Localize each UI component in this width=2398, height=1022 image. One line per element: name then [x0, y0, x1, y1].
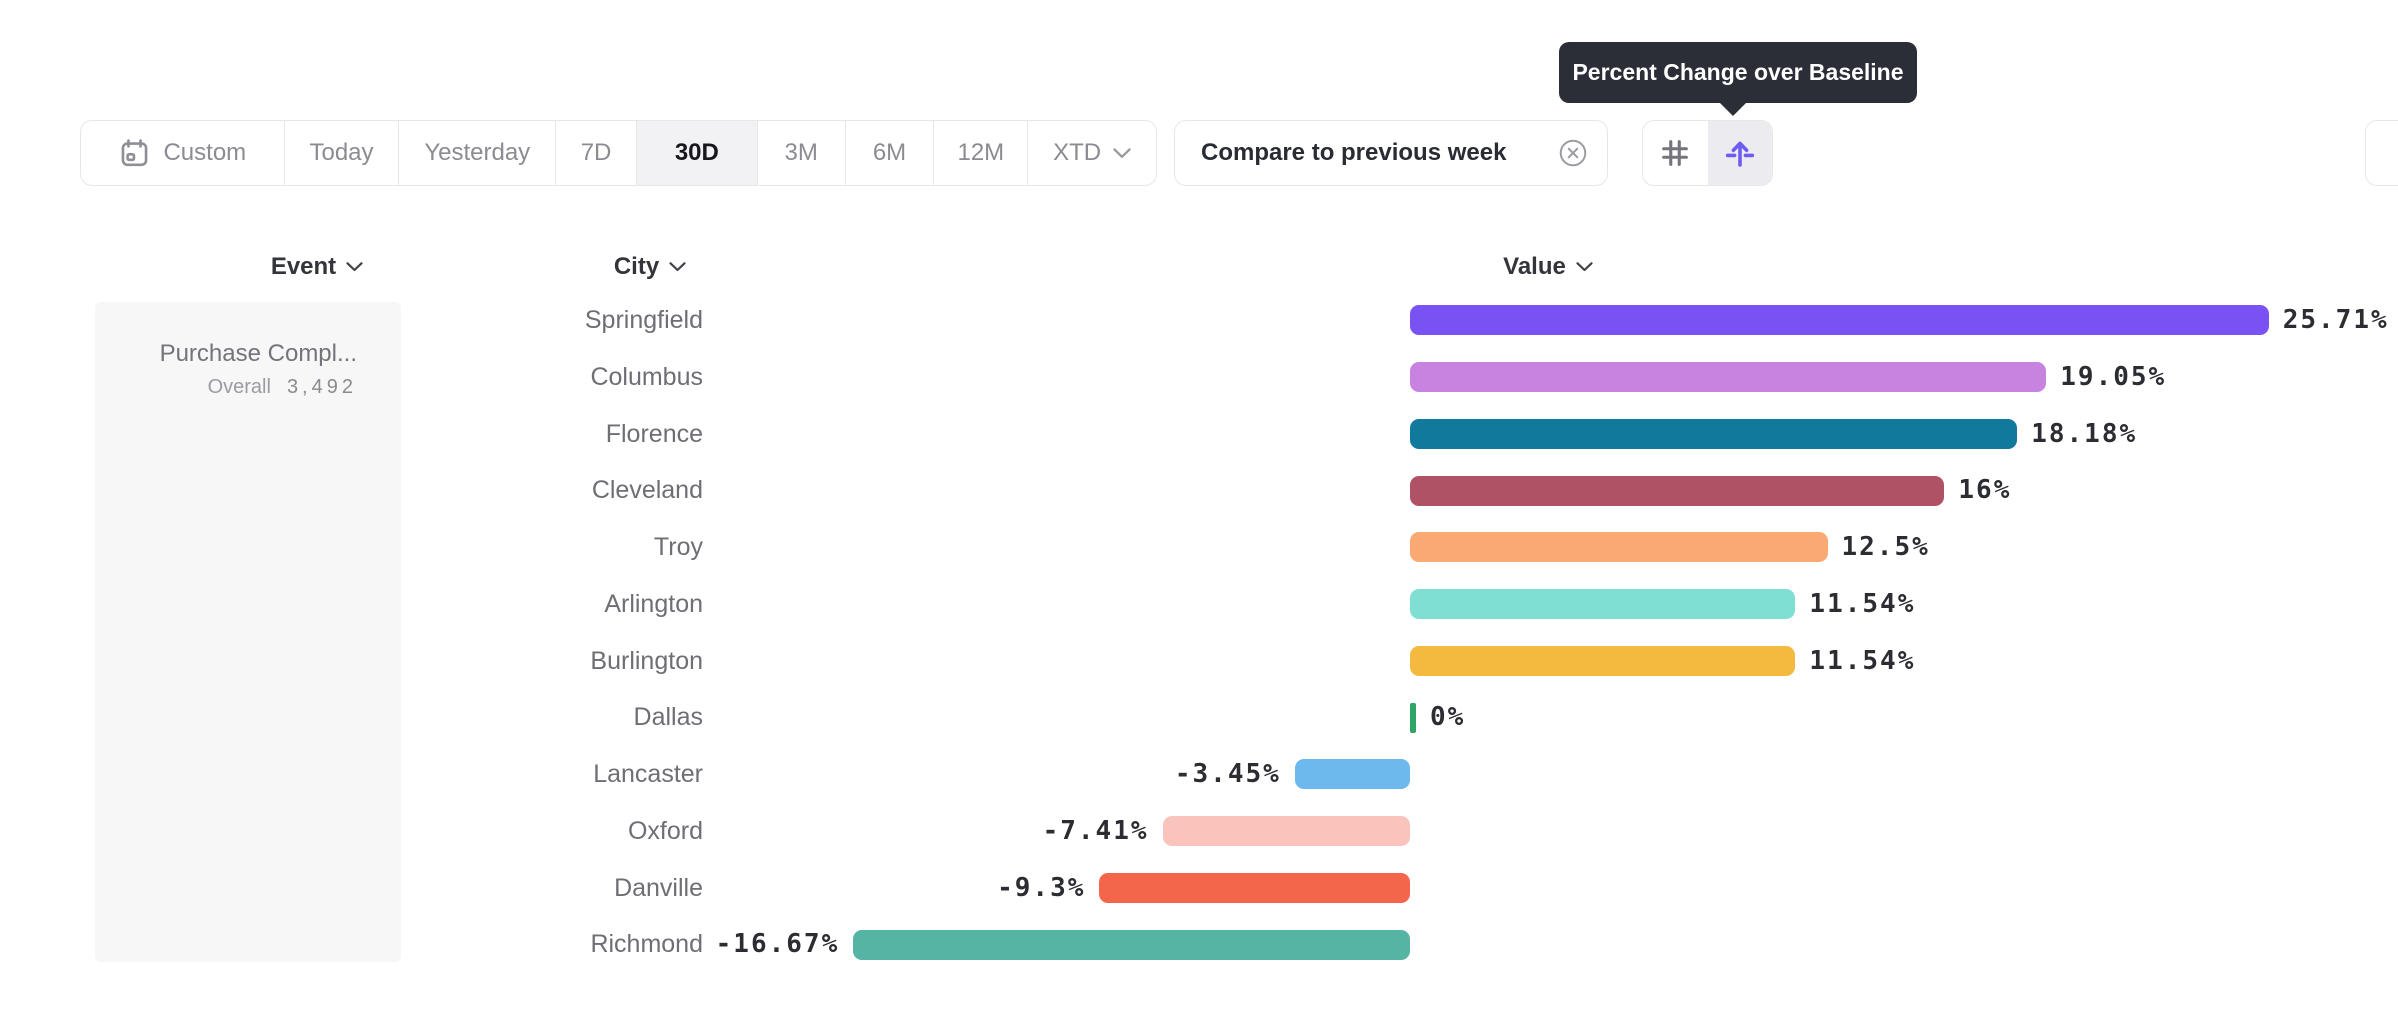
event-series-panel[interactable]: Purchase Compl... Overall 3,492 — [95, 302, 401, 962]
chart-row: Lancaster -3.45% — [0, 746, 2398, 803]
city-label: Richmond — [590, 930, 703, 959]
number-grid-toggle-button[interactable] — [1643, 121, 1708, 185]
chevron-down-icon — [346, 262, 363, 272]
overall-value: 3,492 — [286, 376, 357, 398]
bar[interactable] — [1294, 759, 1410, 790]
event-title: Purchase Compl... — [159, 340, 357, 367]
chart-row: Danville -9.3% — [0, 860, 2398, 917]
range-label: Today — [309, 139, 374, 166]
range-label: Yesterday — [424, 139, 531, 166]
value-label: 16% — [1958, 475, 2012, 506]
range-yesterday-button[interactable]: Yesterday — [399, 121, 557, 185]
percent-change-toggle-button[interactable] — [1707, 121, 1772, 185]
bar[interactable] — [1410, 305, 2269, 336]
chart-row: Richmond -16.67% — [0, 916, 2398, 973]
range-6m-button[interactable]: 6M — [846, 121, 935, 185]
column-label: City — [613, 253, 660, 280]
overall-label: Overall — [207, 376, 271, 398]
city-label: Dallas — [633, 703, 703, 732]
city-label: Springfield — [584, 306, 703, 334]
value-label: -9.3% — [997, 872, 1086, 903]
chevron-down-icon — [669, 262, 686, 272]
city-label: Troy — [653, 533, 703, 561]
tooltip-arrow — [1718, 101, 1748, 116]
bar[interactable] — [1162, 816, 1410, 847]
range-30d-button[interactable]: 30D — [636, 121, 758, 185]
range-label: 30D — [674, 139, 719, 166]
range-3m-button[interactable]: 3M — [758, 121, 846, 185]
city-label: Oxford — [627, 816, 703, 845]
range-xtd-button[interactable]: XTD — [1028, 121, 1156, 185]
bar[interactable] — [1410, 532, 1828, 563]
city-label: Arlington — [604, 589, 703, 618]
value-label: 0% — [1430, 702, 1466, 733]
chart-row: Arlington 11.54% — [0, 576, 2398, 633]
range-label: 6M — [872, 139, 907, 166]
compare-to-previous-button[interactable]: Compare to previous week — [1174, 120, 1608, 186]
tooltip: Percent Change over Baseline — [1559, 42, 1917, 103]
range-7d-button[interactable]: 7D — [556, 121, 637, 185]
bar[interactable] — [1410, 475, 1945, 506]
range-label: XTD — [1053, 139, 1102, 166]
bar[interactable] — [1410, 645, 1796, 676]
city-label: Columbus — [590, 362, 703, 391]
chart-row: Oxford -7.41% — [0, 803, 2398, 860]
chart-row: Burlington 11.54% — [0, 633, 2398, 690]
chevron-down-icon — [1576, 262, 1593, 272]
bar-chart: Springfield 25.71% Columbus 19.05% Flore… — [0, 292, 2398, 974]
city-label: Lancaster — [593, 760, 703, 788]
compare-label: Compare to previous week — [1201, 139, 1507, 166]
chart-row: Florence 18.18% — [0, 406, 2398, 463]
bar[interactable] — [1410, 589, 1796, 620]
chart-row: Columbus 19.05% — [0, 349, 2398, 406]
city-label: Burlington — [590, 646, 703, 675]
percent-change-baseline-icon — [1725, 141, 1754, 167]
tooltip-text: Percent Change over Baseline — [1572, 59, 1904, 85]
column-header-value[interactable]: Value — [1468, 250, 1628, 284]
value-label: 18.18% — [2031, 418, 2138, 449]
cutoff-toolbar-button[interactable] — [2365, 120, 2398, 186]
value-label: 25.71% — [2282, 305, 2389, 335]
number-grid-icon — [1662, 140, 1689, 166]
value-label: -7.41% — [1042, 815, 1149, 846]
range-label: Custom — [163, 139, 247, 166]
range-label: 7D — [580, 139, 612, 166]
calendar-icon — [122, 138, 148, 166]
range-12m-button[interactable]: 12M — [934, 121, 1029, 185]
value-label: -16.67% — [715, 929, 840, 960]
value-label: 12.5% — [1841, 532, 1930, 562]
chart-row: Springfield 25.71% — [0, 292, 2398, 349]
city-label: Florence — [605, 419, 703, 448]
column-header-event[interactable]: Event — [237, 250, 397, 284]
bar[interactable] — [1410, 418, 2018, 449]
chart-row: Troy 12.5% — [0, 519, 2398, 576]
column-label: Value — [1503, 253, 1566, 280]
range-label: 12M — [957, 139, 1005, 166]
chart-row: Dallas 0% — [0, 689, 2398, 746]
date-range-toolbar: Custom Today Yesterday 7D 30D 3M 6M 12M … — [80, 120, 1157, 186]
column-header-city[interactable]: City — [570, 250, 730, 284]
bar[interactable] — [1099, 872, 1410, 903]
range-custom-button[interactable]: Custom — [81, 121, 285, 185]
bar[interactable] — [1410, 702, 1416, 733]
bar[interactable] — [1410, 362, 2047, 393]
city-label: Cleveland — [591, 476, 703, 505]
circle-x-icon[interactable] — [1557, 137, 1589, 169]
range-today-button[interactable]: Today — [285, 121, 400, 185]
chart-row: Cleveland 16% — [0, 462, 2398, 519]
column-label: Event — [270, 253, 337, 280]
value-display-toggle — [1642, 120, 1773, 186]
chevron-down-icon — [1113, 147, 1131, 158]
value-label: 11.54% — [1809, 588, 1916, 619]
value-label: -3.45% — [1174, 759, 1281, 789]
bar[interactable] — [853, 929, 1410, 960]
city-label: Danville — [614, 873, 703, 902]
value-label: 19.05% — [2060, 361, 2167, 392]
range-label: 3M — [784, 139, 818, 166]
value-label: 11.54% — [1809, 645, 1916, 676]
